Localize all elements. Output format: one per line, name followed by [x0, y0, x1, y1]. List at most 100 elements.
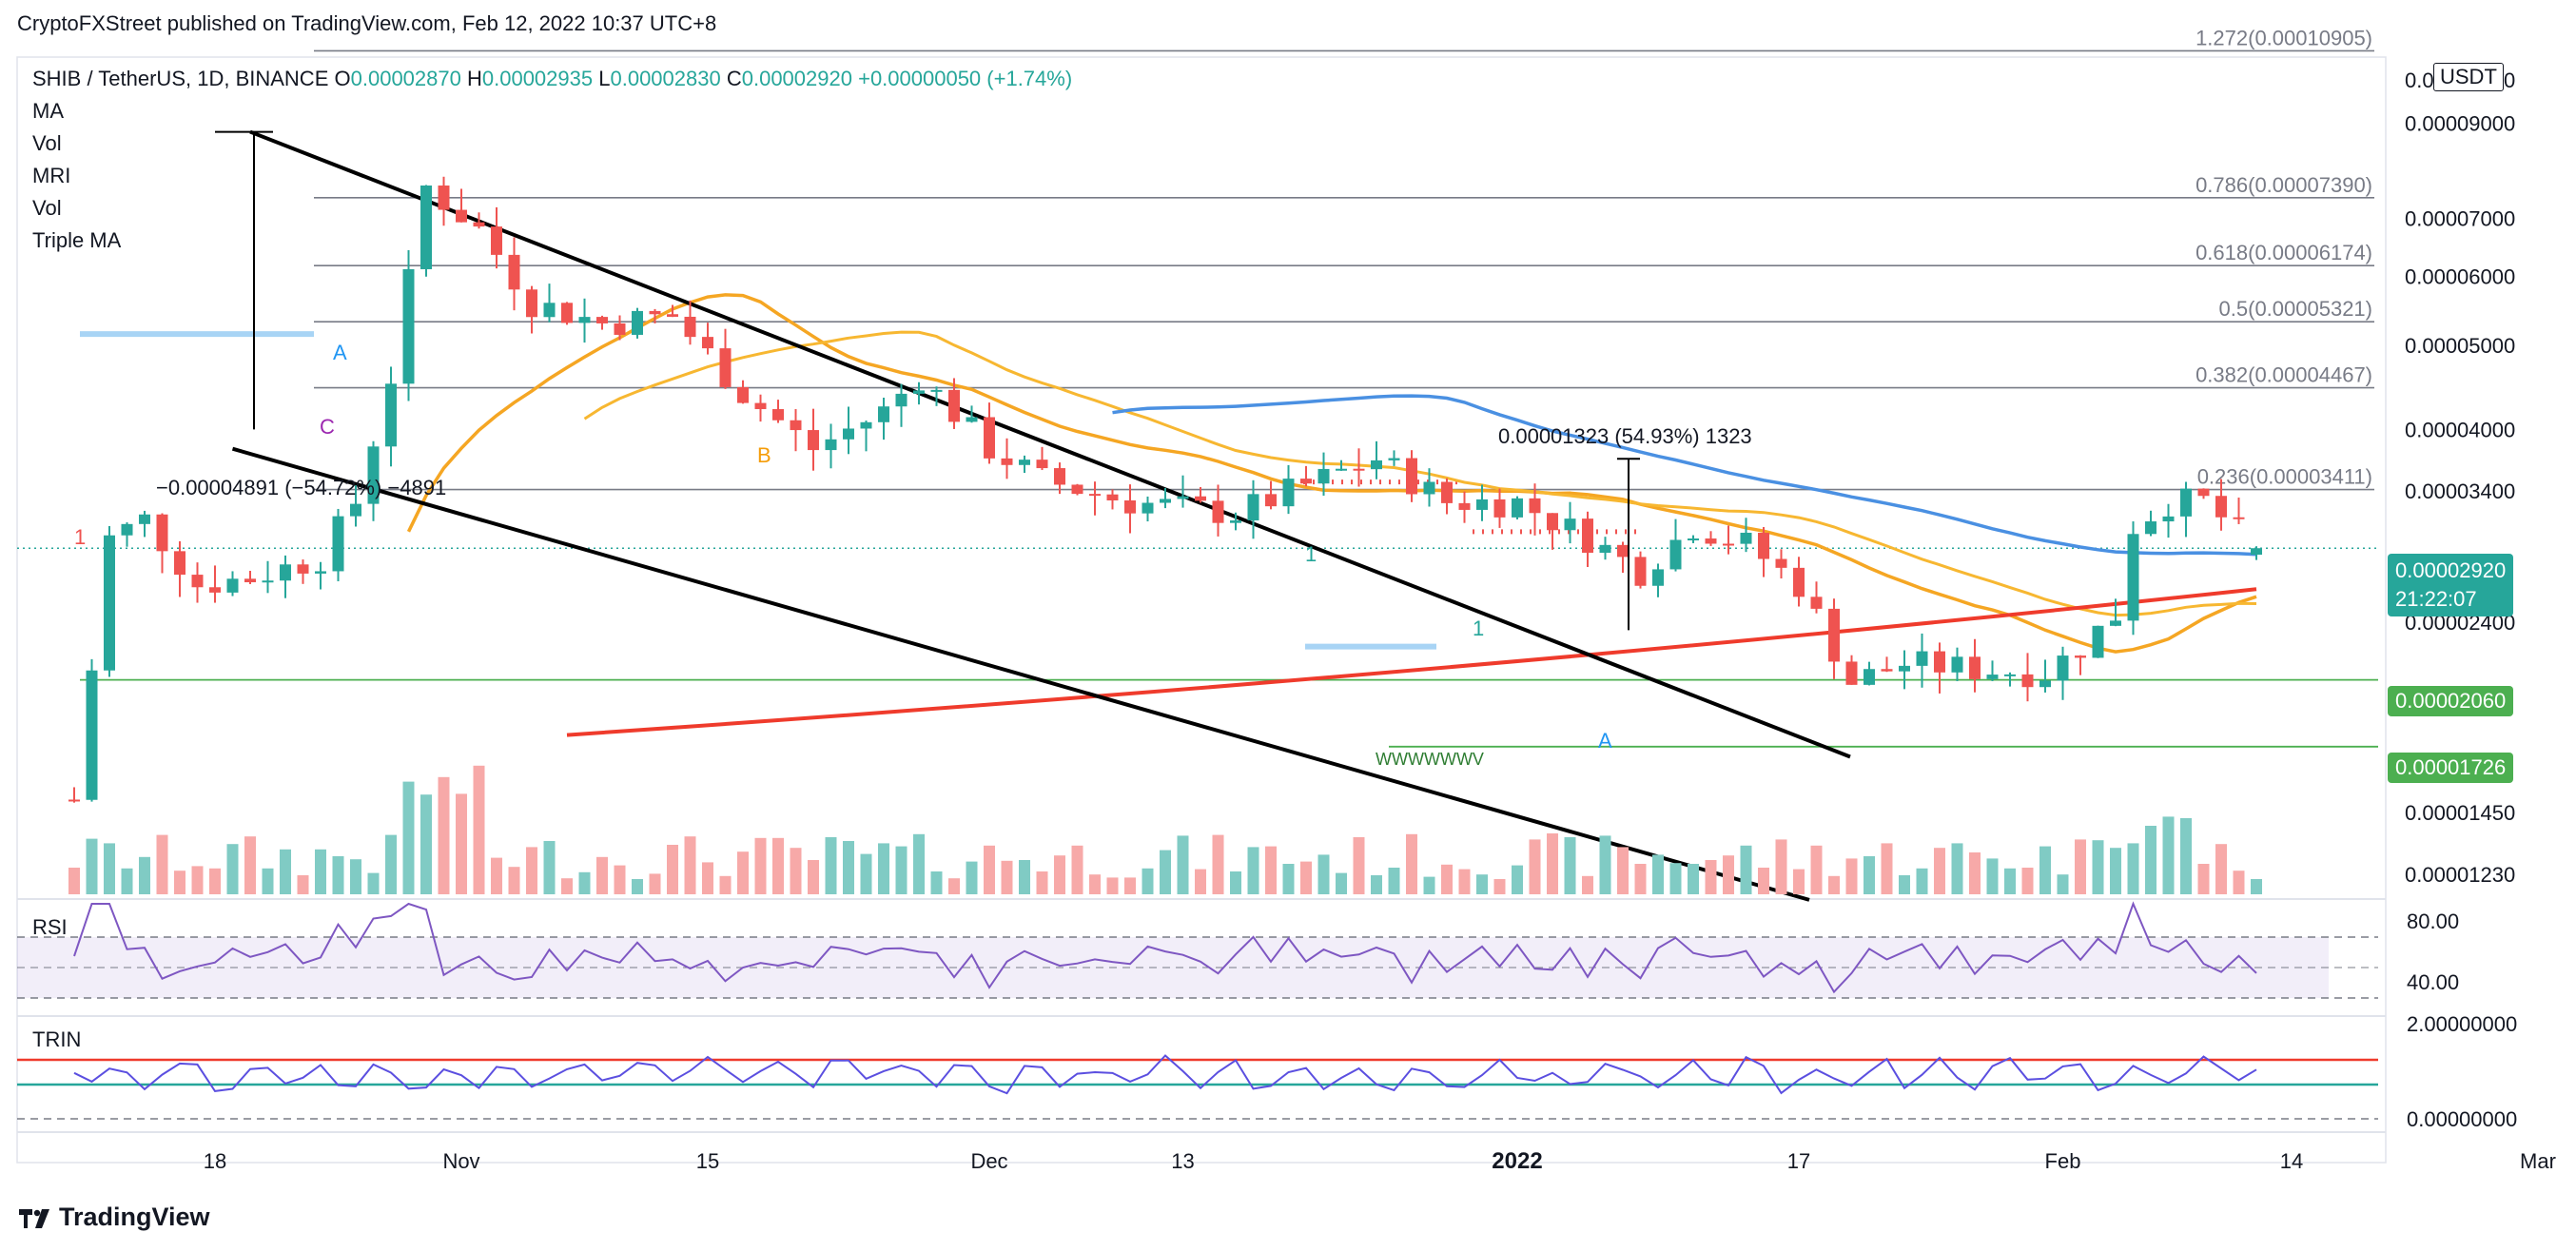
volume-bar — [1582, 875, 1593, 894]
candle-body — [2127, 534, 2139, 621]
rsi-axis-lower: 40.00 — [2407, 970, 2459, 994]
volume-bar — [1265, 846, 1277, 894]
candle-body — [174, 551, 185, 576]
volume-bar — [2162, 816, 2175, 894]
volume-bar — [1828, 875, 1840, 894]
fib-level-label: 0.786(0.00007390) — [2195, 173, 2372, 197]
candle-body — [1160, 499, 1171, 503]
candle-body — [561, 303, 573, 323]
channel-upper-trendline — [249, 129, 1851, 759]
close-value: 0.00002920 — [741, 67, 852, 90]
volume-bar — [1054, 855, 1065, 894]
volume-bar — [1634, 864, 1647, 894]
time-axis-label: 15 — [696, 1149, 719, 1173]
candle-body — [649, 310, 661, 315]
candle-body — [1423, 481, 1435, 495]
candle-body — [385, 383, 397, 447]
trin-axis-upper: 2.00000000 — [2407, 1012, 2517, 1036]
volume-bar — [1089, 874, 1101, 894]
volume-bar — [1476, 874, 1488, 894]
candle-body — [895, 393, 907, 407]
volume-bar — [280, 849, 291, 894]
candle-body — [68, 799, 80, 802]
support-price-badge-2: 0.00001726 — [2388, 753, 2514, 783]
volume-bar — [367, 872, 380, 894]
candle-body — [1406, 458, 1417, 495]
volume-bar — [1247, 847, 1259, 894]
volume-bar — [2039, 846, 2051, 894]
volume-bar — [895, 846, 907, 894]
volume-bar — [596, 856, 608, 894]
volume-bar — [825, 837, 837, 894]
ma-20-line — [406, 293, 2257, 654]
count-label-3: 1 — [1473, 616, 1484, 640]
volume-bar — [1705, 860, 1717, 894]
candle-body — [1758, 532, 1769, 559]
candle-body — [930, 389, 943, 392]
ma-30-line — [583, 330, 2257, 617]
indicator-mri[interactable]: MRI — [32, 164, 71, 187]
candle-body — [280, 564, 291, 581]
candle-body — [1124, 500, 1136, 514]
volume-bar — [2092, 840, 2104, 894]
volume-bar — [385, 834, 397, 894]
rsi-pane-label[interactable]: RSI — [32, 915, 68, 939]
indicator-vol-2[interactable]: Vol — [32, 196, 62, 220]
volume-bar — [1934, 848, 1945, 894]
volume-bar — [1951, 843, 1963, 894]
ohlc-line: SHIB / TetherUS, 1D, BINANCE O0.00002870… — [32, 63, 1072, 95]
candle-body — [332, 516, 344, 572]
currency-unit-button[interactable]: USDT — [2433, 63, 2504, 91]
candle-body — [1547, 513, 1558, 531]
volume-bar — [1845, 858, 1858, 894]
candle-body — [1300, 479, 1312, 484]
candle-body — [1775, 558, 1787, 568]
time-axis-label: 14 — [2280, 1149, 2303, 1173]
volume-bar — [86, 838, 98, 894]
tradingview-logo[interactable]: TradingView — [19, 1203, 210, 1232]
volume-bar — [2057, 874, 2069, 894]
volume-bar — [2197, 864, 2210, 894]
fib-level-label: 0.236(0.00003411) — [2197, 465, 2372, 489]
volume-bar — [2180, 818, 2192, 894]
volume-bar — [1899, 875, 1910, 894]
candle-body — [508, 254, 520, 290]
indicator-triple-ma[interactable]: Triple MA — [32, 228, 122, 252]
candle-body — [1054, 468, 1065, 485]
candle-body — [1371, 460, 1382, 470]
candle-body — [1493, 499, 1506, 518]
current-price-badge: 0.00002920 21:22:07 — [2388, 554, 2514, 616]
indicator-vol[interactable]: Vol — [32, 131, 62, 155]
candle-body — [2004, 674, 2016, 676]
volume-bar — [632, 879, 643, 894]
candle-body — [1195, 496, 1206, 501]
candle-body — [1230, 520, 1241, 523]
volume-bar — [1458, 869, 1471, 894]
price-axis-label: 0.00007000 — [2405, 206, 2515, 230]
drop-measure-label: −0.00004891 (−54.72%) −4891 — [156, 476, 446, 499]
volume-bar — [2145, 826, 2156, 894]
candle-body — [684, 316, 696, 338]
time-axis-label: 18 — [204, 1149, 226, 1173]
trin-pane-label[interactable]: TRIN — [32, 1027, 82, 1051]
candle-body — [1934, 651, 1945, 673]
volume-bar — [332, 856, 344, 894]
candle-body — [420, 186, 432, 269]
candle-body — [1001, 458, 1013, 465]
candle-body — [1599, 544, 1611, 553]
volume-bar — [1353, 837, 1365, 894]
volume-bar — [2233, 871, 2245, 894]
candle-body — [473, 222, 485, 227]
volume-bar — [1106, 877, 1119, 894]
candle-body — [808, 430, 819, 451]
indicator-ma[interactable]: MA — [32, 99, 64, 123]
volume-bar — [1195, 869, 1206, 894]
candle-body — [1564, 518, 1576, 531]
volume-bar — [491, 857, 502, 894]
candle-body — [1793, 567, 1805, 597]
candle-body — [438, 186, 450, 210]
candle-body — [719, 348, 732, 387]
volume-bar — [315, 849, 326, 894]
symbol-title[interactable]: SHIB / TetherUS, 1D, BINANCE — [32, 67, 329, 90]
